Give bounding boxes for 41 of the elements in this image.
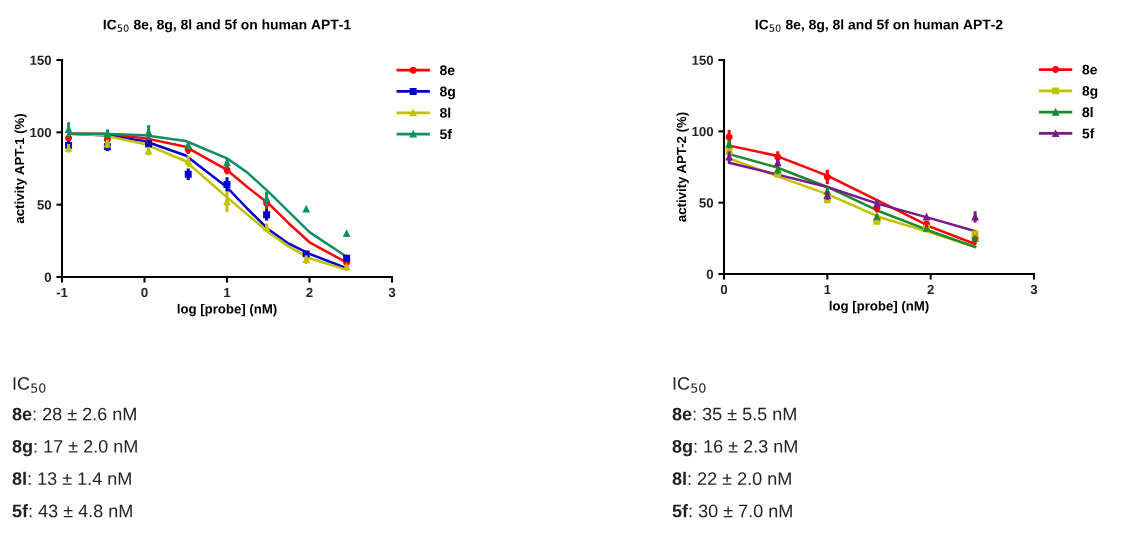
legend-label: 5f xyxy=(439,128,452,140)
text: 5f: 43 ± 4.8 nM xyxy=(12,504,132,518)
legend-label: 8e xyxy=(440,65,455,76)
text: 8e: 35 ± 5.5 nM xyxy=(672,407,796,421)
text: IC$_{50}$ xyxy=(673,377,706,393)
legend-label: 8g xyxy=(440,86,455,100)
y-tick-label: 50 xyxy=(37,200,52,210)
legend-label: 8e xyxy=(1082,64,1097,75)
legend-label: 8l xyxy=(440,107,451,118)
y-tick-label: 100 xyxy=(30,127,52,138)
y-tick-label: 150 xyxy=(692,55,714,65)
x-tick-label: 0 xyxy=(720,284,728,295)
legend-label: 8g xyxy=(1082,86,1098,99)
y-axis-title: activity APT-1 (%) xyxy=(14,114,27,224)
y-axis-title: activity APT-2 (%) xyxy=(676,112,689,222)
legend-label: 8l xyxy=(1082,107,1093,118)
y-tick-label: 150 xyxy=(30,55,52,65)
text: 8l: 22 ± 2.0 nM xyxy=(672,471,791,486)
x-tick-label: 2 xyxy=(306,287,313,297)
x-tick-label: 1 xyxy=(224,287,231,297)
x-tick-label: 0 xyxy=(141,287,148,298)
text: 8g: 16 ± 2.3 nM xyxy=(672,439,797,457)
x-tick-label: 2 xyxy=(927,284,934,294)
text: 8g: 17 ± 2.0 nM xyxy=(12,439,137,457)
x-axis-title: log [probe] (nM) xyxy=(829,300,929,314)
x-tick-label: 3 xyxy=(388,287,396,298)
text: 8e: 28 ± 2.6 nM xyxy=(12,407,136,421)
legend-label: 5f xyxy=(1082,128,1095,139)
text: 8l: 13 ± 1.4 nM xyxy=(12,471,131,486)
y-tick-label: 0 xyxy=(706,269,714,279)
x-tick-label: 3 xyxy=(1030,284,1038,295)
chart-title: IC$_{50}$ 8e, 8g, 8l and 5f on human APT-1 xyxy=(103,19,351,33)
x-axis-title: log [probe] (nM) xyxy=(177,303,277,317)
x-tick-label: -1 xyxy=(56,287,68,297)
text: IC$_{50}$ xyxy=(13,377,46,393)
y-tick-label: 0 xyxy=(44,272,52,282)
y-tick-label: 100 xyxy=(692,126,714,137)
x-tick-label: 1 xyxy=(824,284,831,294)
chart-title: IC$_{50}$ 8e, 8g, 8l and 5f on human APT-2 xyxy=(755,19,1003,33)
text: 5f: 30 ± 7.0 nM xyxy=(672,504,792,518)
y-tick-label: 50 xyxy=(699,198,714,208)
